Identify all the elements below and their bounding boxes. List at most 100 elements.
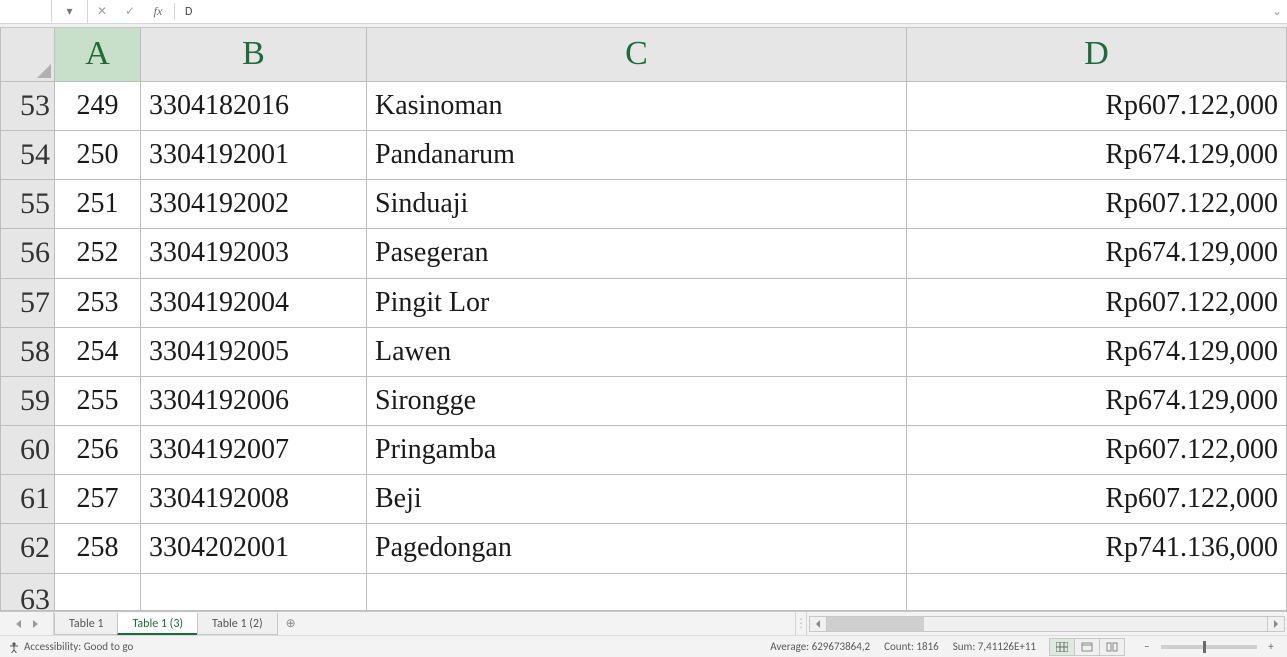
confirm-formula-button[interactable]: ✓ <box>116 0 144 23</box>
insert-function-button[interactable]: fx <box>144 0 172 23</box>
row-header[interactable]: 54 <box>1 131 55 180</box>
cell-C[interactable]: Pandanarum <box>367 131 907 180</box>
cell-A[interactable]: 251 <box>55 180 141 229</box>
cell-D[interactable]: Rp741.136,000 <box>907 524 1287 573</box>
fx-icon: fx <box>154 4 163 19</box>
page-break-icon <box>1106 642 1118 652</box>
cell-C[interactable]: Beji <box>367 475 907 524</box>
cell-B[interactable]: 3304192006 <box>141 376 367 425</box>
column-header-D[interactable]: D <box>907 28 1287 81</box>
row-header[interactable]: 63 <box>1 573 55 611</box>
cell-C[interactable]: Pingit Lor <box>367 278 907 327</box>
sheet-tab[interactable]: Table 1 (3) <box>117 613 198 635</box>
cell-B[interactable]: 3304192004 <box>141 278 367 327</box>
view-buttons <box>1050 638 1125 656</box>
table-row: 572533304192004Pingit LorRp607.122,000 <box>1 278 1287 327</box>
cell-B[interactable]: 3304192008 <box>141 475 367 524</box>
cell-B[interactable]: 3304192002 <box>141 180 367 229</box>
accessibility-status[interactable]: Accessibility: Good to go <box>8 640 133 653</box>
cell-C[interactable]: Sinduaji <box>367 180 907 229</box>
grid-icon <box>1056 642 1068 652</box>
cell-A[interactable]: 252 <box>55 229 141 278</box>
row-header[interactable]: 55 <box>1 180 55 229</box>
view-page-layout-button[interactable] <box>1074 638 1100 656</box>
cell-A[interactable]: 255 <box>55 376 141 425</box>
cell-A[interactable]: 258 <box>55 524 141 573</box>
cell-A[interactable]: 253 <box>55 278 141 327</box>
cell-B[interactable]: 3304192001 <box>141 131 367 180</box>
cell-D[interactable] <box>907 573 1287 611</box>
plus-circle-icon: ⊕ <box>286 616 296 631</box>
sheet-tab[interactable]: Table 1 <box>54 613 118 635</box>
cell-D[interactable]: Rp607.122,000 <box>907 426 1287 475</box>
scroll-left-button[interactable] <box>809 616 827 632</box>
cell-D[interactable]: Rp674.129,000 <box>907 131 1287 180</box>
row-header[interactable]: 53 <box>1 81 55 130</box>
zoom-out-button[interactable]: − <box>1139 640 1155 653</box>
cell-B[interactable]: 3304202001 <box>141 524 367 573</box>
cell-D[interactable]: Rp674.129,000 <box>907 376 1287 425</box>
row-header[interactable]: 57 <box>1 278 55 327</box>
cell-D[interactable]: Rp607.122,000 <box>907 278 1287 327</box>
cell-D[interactable]: Rp674.129,000 <box>907 327 1287 376</box>
row-header[interactable]: 59 <box>1 376 55 425</box>
row-header[interactable]: 60 <box>1 426 55 475</box>
cancel-formula-button[interactable]: ✕ <box>88 0 116 23</box>
row-header[interactable]: 62 <box>1 524 55 573</box>
name-box-dropdown[interactable]: ▾ <box>52 0 88 23</box>
check-icon: ✓ <box>125 4 135 19</box>
zoom-in-button[interactable]: + <box>1263 640 1279 653</box>
name-box[interactable] <box>0 0 52 23</box>
view-page-break-button[interactable] <box>1099 638 1125 656</box>
select-all-button[interactable] <box>1 28 55 81</box>
sheet-tab[interactable]: Table 1 (2) <box>197 613 278 635</box>
cell-A[interactable]: 254 <box>55 327 141 376</box>
zoom-track[interactable] <box>1161 645 1257 649</box>
cell-A[interactable]: 250 <box>55 131 141 180</box>
scroll-thumb[interactable] <box>827 617 924 631</box>
new-sheet-button[interactable]: ⊕ <box>277 612 305 635</box>
formula-bar: ▾ ✕ ✓ fx D ⌄ <box>0 0 1287 24</box>
cell-D[interactable]: Rp607.122,000 <box>907 475 1287 524</box>
table-row: 582543304192005LawenRp674.129,000 <box>1 327 1287 376</box>
horizontal-scrollbar[interactable] <box>807 612 1287 635</box>
row-header[interactable]: 56 <box>1 229 55 278</box>
cell-A[interactable]: 257 <box>55 475 141 524</box>
cell-B[interactable]: 3304182016 <box>141 81 367 130</box>
tab-nav[interactable] <box>0 612 54 635</box>
scroll-right-button[interactable] <box>1267 616 1285 632</box>
formula-input[interactable]: D <box>177 0 1267 23</box>
formula-input-value: D <box>185 5 192 19</box>
row-header[interactable]: 61 <box>1 475 55 524</box>
column-header-C[interactable]: C <box>367 28 907 81</box>
cell-C[interactable]: Pringamba <box>367 426 907 475</box>
cell-C[interactable]: Pagedongan <box>367 524 907 573</box>
tab-prev-icon[interactable] <box>15 620 23 628</box>
zoom-knob[interactable] <box>1203 641 1206 653</box>
column-header-A[interactable]: A <box>55 28 141 81</box>
cell-C[interactable]: Lawen <box>367 327 907 376</box>
cell-A[interactable] <box>55 573 141 611</box>
cell-D[interactable]: Rp607.122,000 <box>907 81 1287 130</box>
cell-B[interactable]: 3304192007 <box>141 426 367 475</box>
cell-C[interactable]: Sirongge <box>367 376 907 425</box>
expand-formula-bar-button[interactable]: ⌄ <box>1267 0 1287 23</box>
cell-A[interactable]: 256 <box>55 426 141 475</box>
cell-A[interactable]: 249 <box>55 81 141 130</box>
cell-C[interactable] <box>367 573 907 611</box>
tab-splitter[interactable]: ⋮ <box>795 612 807 635</box>
cell-C[interactable]: Kasinoman <box>367 81 907 130</box>
spreadsheet-grid[interactable]: ABCD532493304182016KasinomanRp607.122,00… <box>0 28 1287 611</box>
row-header[interactable]: 58 <box>1 327 55 376</box>
cell-C[interactable]: Pasegeran <box>367 229 907 278</box>
zoom-control[interactable]: − + <box>1139 640 1279 653</box>
view-normal-button[interactable] <box>1049 638 1075 656</box>
cell-B[interactable] <box>141 573 367 611</box>
cell-D[interactable]: Rp607.122,000 <box>907 180 1287 229</box>
cell-B[interactable]: 3304192005 <box>141 327 367 376</box>
cell-D[interactable]: Rp674.129,000 <box>907 229 1287 278</box>
tab-next-icon[interactable] <box>31 620 39 628</box>
column-header-B[interactable]: B <box>141 28 367 81</box>
cell-B[interactable]: 3304192003 <box>141 229 367 278</box>
scroll-track[interactable] <box>827 616 1267 632</box>
